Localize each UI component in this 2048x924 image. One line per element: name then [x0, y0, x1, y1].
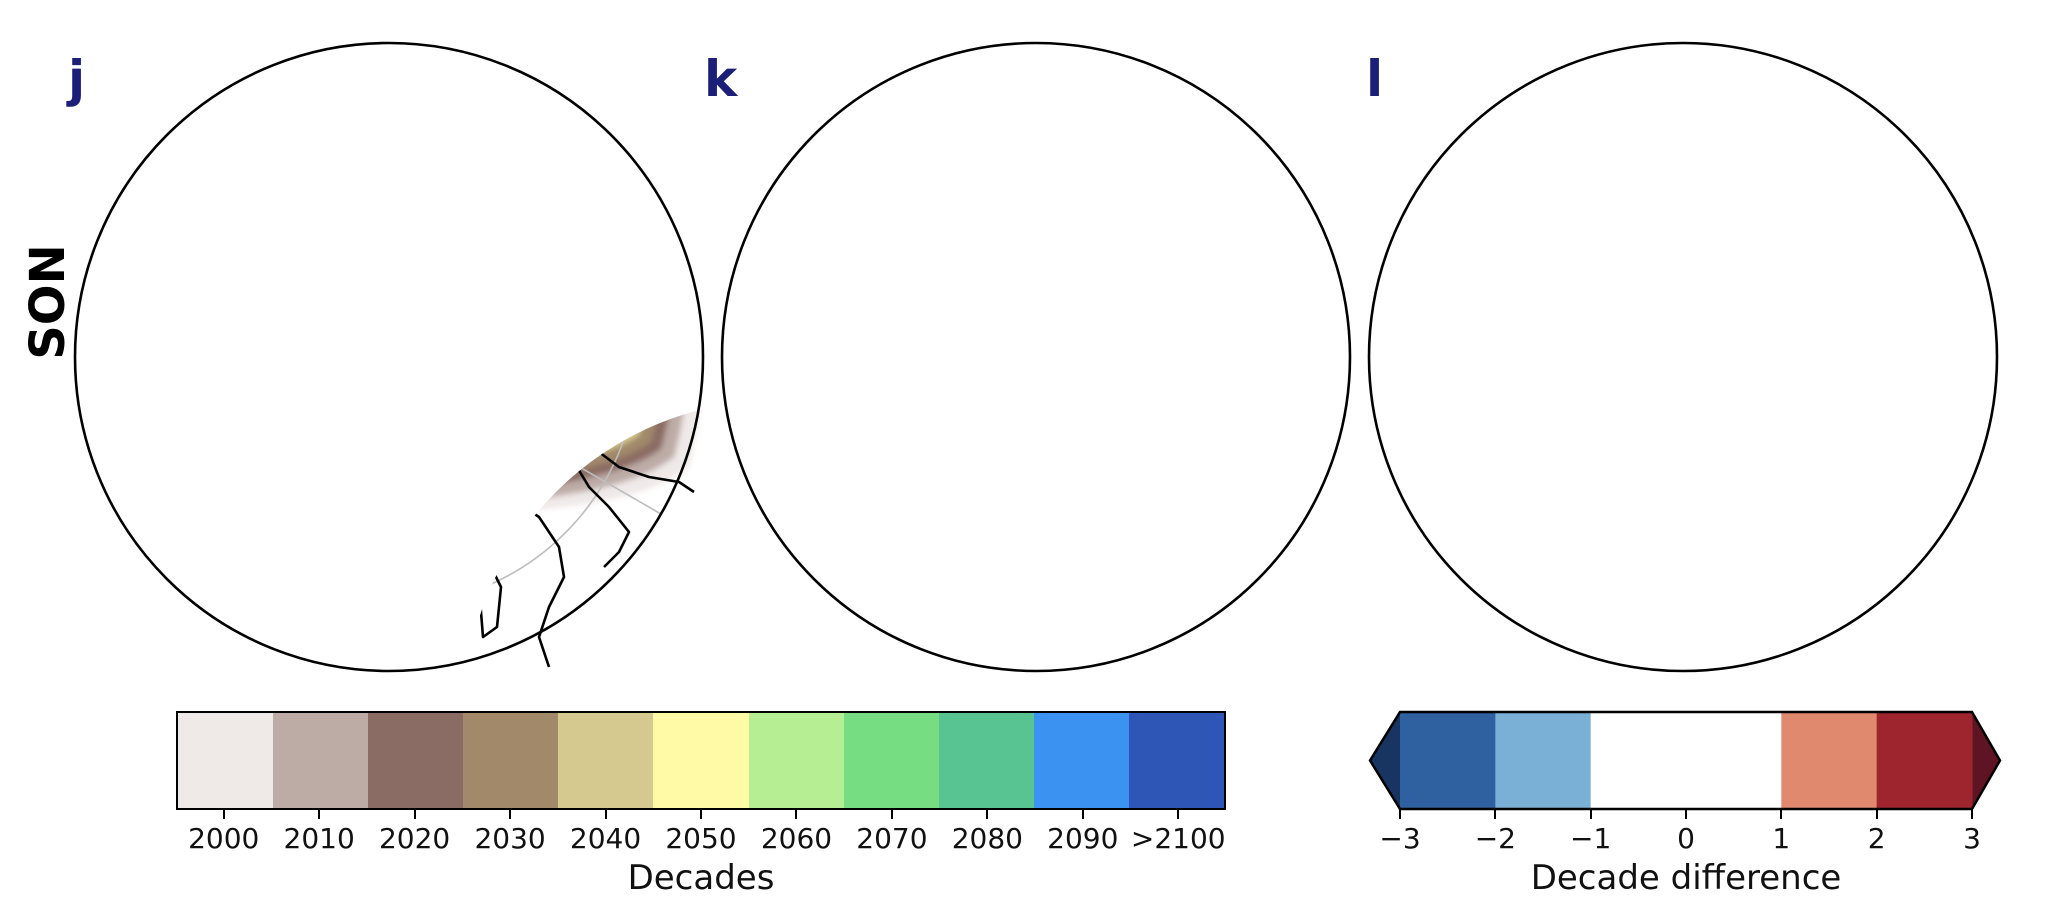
colorbar-segment [1781, 712, 1878, 809]
colorbar-tick [1399, 810, 1401, 819]
colorbar-tick-label: 2070 [856, 822, 928, 855]
colorbar-tick [1780, 810, 1783, 819]
colorbar-segment->2100 [1128, 713, 1225, 808]
pole-hole [1654, 328, 1712, 386]
colorbar-segment-2070 [843, 713, 939, 808]
colorbar-tick-label: −3 [1379, 822, 1421, 855]
decades-colorbar [176, 711, 1226, 810]
colorbar-tick [1177, 810, 1180, 819]
colorbar-tick-label: −1 [1570, 822, 1612, 855]
colorbar-segment [1495, 712, 1592, 809]
extend-min-triangle [1370, 712, 1400, 809]
colorbar-tick-label: 2050 [665, 822, 737, 855]
decade-difference-colorbar [1368, 710, 2002, 811]
colorbar-tick-label: 2000 [188, 822, 260, 855]
colorbar-tick-label: >2100 [1130, 822, 1226, 855]
colorbar-tick-label: 2020 [378, 822, 451, 855]
colorbar-segment-2050 [653, 713, 749, 808]
colorbar-tick-label: 2090 [1047, 822, 1119, 855]
colorbar-tick [1081, 810, 1084, 819]
colorbar-tick [795, 810, 798, 819]
panel-label-k: k [704, 50, 738, 108]
colorbar-tick [509, 810, 512, 819]
colorbar-tick-label: 2010 [283, 822, 355, 855]
colorbar-segment [1876, 712, 1973, 809]
map-panel-l [1367, 41, 1999, 673]
colorbar-segment-2020 [368, 713, 464, 808]
colorbar-tick-label: 3 [1963, 822, 1981, 855]
colorbar-segment-2000 [178, 713, 274, 808]
colorbar-outline [1368, 710, 2002, 811]
colorbar-segment [1590, 712, 1687, 809]
colorbar-segment [1400, 712, 1496, 809]
colorbar-tick-label: 2030 [474, 822, 546, 855]
map-boundary [1367, 41, 1999, 673]
panel-label-l: l [1366, 50, 1384, 108]
extend-max-triangle [1972, 712, 2000, 809]
colorbar-tick-label: 2 [1867, 822, 1886, 855]
map-panel-j [73, 41, 705, 673]
colorbar-tick [1971, 810, 1973, 819]
colorbar-segment-2060 [748, 713, 844, 808]
colorbar-tick-label: 0 [1677, 822, 1695, 855]
colorbar-tick-label: 2040 [569, 822, 642, 855]
colorbar-tick [318, 810, 321, 819]
colorbar-tick-label: −2 [1474, 822, 1516, 855]
panel-label-j: j [68, 50, 86, 108]
colorbar-segment-2080 [938, 713, 1034, 808]
colorbar-segment-2030 [463, 713, 559, 808]
polar-maps [73, 41, 1999, 673]
decades-colorbar-ticks: 2000 2010 2020 2030 2040 2050 2060 2070 2080 2090… [176, 810, 1226, 855]
pole-hole [1007, 328, 1065, 386]
decade-difference-colorbar-title: Decade difference [1530, 858, 1842, 898]
colorbar-tick [222, 810, 225, 819]
colorbar-tick [1685, 810, 1687, 819]
colorbar-segment [1686, 712, 1782, 809]
colorbar-tick [890, 810, 893, 819]
map-panel-k [720, 41, 1352, 673]
map-boundary [73, 41, 705, 673]
colorbar-tick-label: 2080 [951, 822, 1023, 855]
colorbar-tick [413, 810, 416, 819]
colorbar-tick-label: 2060 [760, 822, 833, 855]
colorbar-tick [1589, 810, 1592, 819]
colorbar-segment-2010 [273, 713, 369, 808]
colorbar-segment-2040 [558, 713, 654, 808]
colorbar-tick [986, 810, 989, 819]
decade-difference-colorbar-ticks: −3 −2 −1 0 1 2 3 [1379, 810, 1981, 855]
map-boundary [720, 41, 1352, 673]
colorbar-tick [1494, 810, 1497, 819]
colorbar-tick [604, 810, 607, 819]
decades-colorbar-title: Decades [627, 858, 775, 898]
colorbar-tick [700, 810, 702, 819]
colorbar-tick-label: 1 [1772, 822, 1791, 855]
colorbar-segment-2090 [1033, 713, 1129, 808]
colorbar-tick [1875, 810, 1878, 819]
